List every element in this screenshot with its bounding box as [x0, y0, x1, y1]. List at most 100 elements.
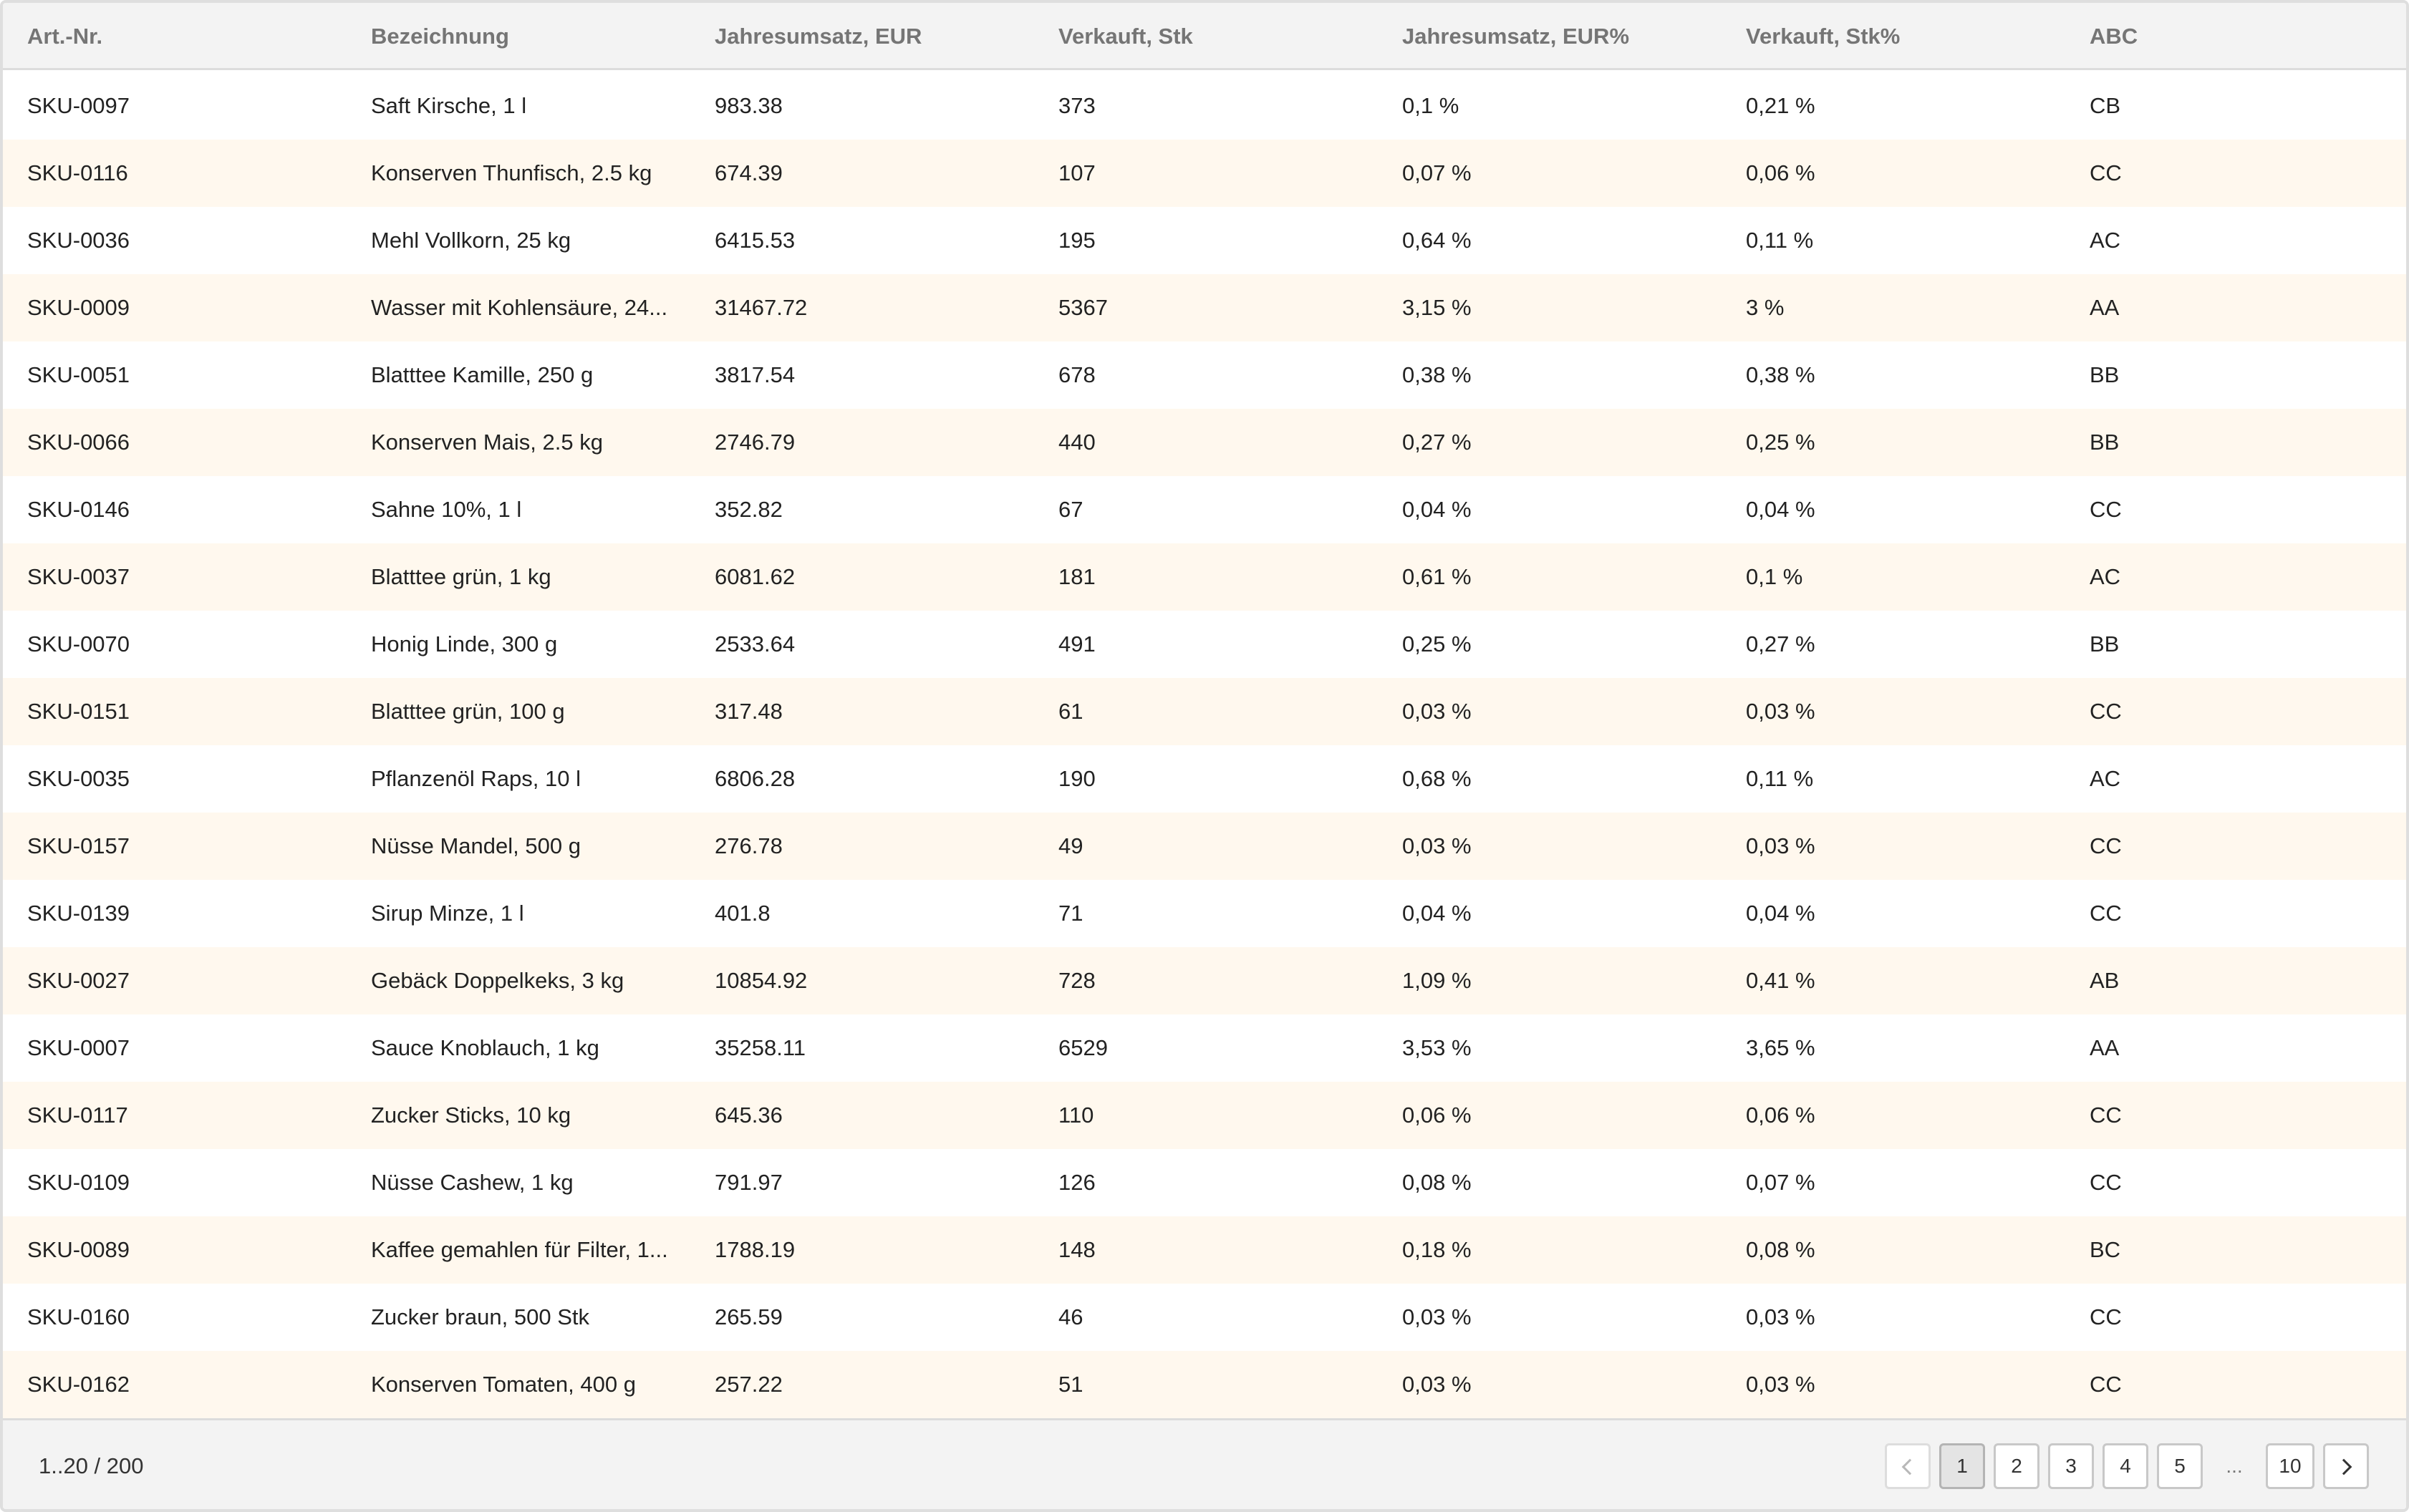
cell-verkauft-percent: 0,11 %: [1746, 228, 1814, 253]
table-row[interactable]: SKU-0089 Kaffee gemahlen für Filter, 1...…: [3, 1216, 2406, 1284]
cell-verkauft-percent: 0,41 %: [1746, 968, 1815, 993]
next-page-button[interactable]: [2323, 1443, 2369, 1489]
page-button-2[interactable]: 2: [1994, 1443, 2039, 1489]
table-body: SKU-0097 Saft Kirsche, 1 l 983.38 373 0,1 % 0…: [3, 72, 2406, 1418]
cell-verkauft: 181: [1058, 564, 1096, 589]
table-row[interactable]: SKU-0051 Blatttee Kamille, 250 g 3817.54 67…: [3, 341, 2406, 409]
cell-abc: AA: [2090, 1035, 2120, 1060]
cell-art-nr: SKU-0009: [27, 295, 130, 320]
table-row[interactable]: SKU-0117 Zucker Sticks, 10 kg 645.36 110 0,0…: [3, 1082, 2406, 1149]
table-row[interactable]: SKU-0146 Sahne 10%, 1 l 352.82 67 0,04 % 0,04…: [3, 476, 2406, 543]
cell-abc: CC: [2090, 497, 2122, 522]
cell-verkauft: 678: [1058, 362, 1096, 387]
cell-abc: AA: [2090, 295, 2120, 320]
cell-jahresumsatz: 265.59: [715, 1304, 783, 1329]
cell-jahresumsatz: 1788.19: [715, 1237, 796, 1262]
cell-abc: AC: [2090, 766, 2121, 791]
cell-verkauft: 51: [1058, 1372, 1083, 1397]
cell-jahresumsatz-percent: 0,27 %: [1402, 430, 1472, 455]
cell-abc: BB: [2090, 430, 2120, 455]
table-row[interactable]: SKU-0007 Sauce Knoblauch, 1 kg 35258.11 652…: [3, 1014, 2406, 1082]
cell-jahresumsatz: 2746.79: [715, 430, 796, 455]
table-row[interactable]: SKU-0035 Pflanzenöl Raps, 10 l 6806.28 190 0…: [3, 745, 2406, 813]
cell-jahresumsatz-percent: 0,64 %: [1402, 228, 1472, 253]
cell-bezeichnung: Mehl Vollkorn, 25 kg: [371, 228, 571, 253]
table-row[interactable]: SKU-0109 Nüsse Cashew, 1 kg 791.97 126 0,08 …: [3, 1149, 2406, 1216]
page-button-1[interactable]: 1: [1939, 1443, 1985, 1489]
cell-verkauft-percent: 0,25 %: [1746, 430, 1815, 455]
table-row[interactable]: SKU-0027 Gebäck Doppelkeks, 3 kg 10854.92 7…: [3, 947, 2406, 1014]
cell-bezeichnung: Zucker braun, 500 Stk: [371, 1304, 589, 1329]
cell-jahresumsatz: 6081.62: [715, 564, 796, 589]
table-row[interactable]: SKU-0116 Konserven Thunfisch, 2.5 kg 674.3…: [3, 140, 2406, 207]
page-button-5[interactable]: 5: [2157, 1443, 2203, 1489]
table-row[interactable]: SKU-0097 Saft Kirsche, 1 l 983.38 373 0,1 % 0…: [3, 72, 2406, 140]
cell-verkauft: 46: [1058, 1304, 1083, 1329]
cell-jahresumsatz: 983.38: [715, 93, 783, 118]
cell-bezeichnung: Sauce Knoblauch, 1 kg: [371, 1035, 599, 1060]
grid-footer: 1..20 / 200 1 2 3 4 5 ... 10: [3, 1418, 2406, 1509]
cell-abc: CC: [2090, 1372, 2122, 1397]
cell-jahresumsatz-percent: 0,07 %: [1402, 160, 1472, 185]
column-header-verkauft[interactable]: Verkauft, Stk: [1058, 24, 1193, 49]
table-row[interactable]: SKU-0009 Wasser mit Kohlensäure, 24... 314…: [3, 274, 2406, 341]
cell-bezeichnung: Kaffee gemahlen für Filter, 1...: [371, 1237, 668, 1262]
cell-art-nr: SKU-0037: [27, 564, 130, 589]
cell-art-nr: SKU-0097: [27, 93, 130, 118]
cell-bezeichnung: Blatttee grün, 1 kg: [371, 564, 551, 589]
cell-verkauft-percent: 0,03 %: [1746, 1304, 1815, 1329]
cell-verkauft: 195: [1058, 228, 1096, 253]
table-row[interactable]: SKU-0036 Mehl Vollkorn, 25 kg 6415.53 195 0,…: [3, 207, 2406, 274]
page-button-3[interactable]: 3: [2048, 1443, 2094, 1489]
column-header-jahresumsatz-percent[interactable]: Jahresumsatz, EUR%: [1402, 24, 1630, 49]
cell-bezeichnung: Konserven Thunfisch, 2.5 kg: [371, 160, 652, 185]
cell-jahresumsatz-percent: 0,25 %: [1402, 631, 1472, 656]
table-row[interactable]: SKU-0037 Blatttee grün, 1 kg 6081.62 181 0,6…: [3, 543, 2406, 611]
cell-abc: CB: [2090, 93, 2121, 118]
cell-bezeichnung: Wasser mit Kohlensäure, 24...: [371, 295, 668, 320]
page-button-10[interactable]: 10: [2266, 1443, 2314, 1489]
column-header-abc[interactable]: ABC: [2090, 24, 2138, 49]
cell-verkauft: 440: [1058, 430, 1096, 455]
column-header-bezeichnung[interactable]: Bezeichnung: [371, 24, 509, 49]
cell-jahresumsatz-percent: 3,15 %: [1402, 295, 1472, 320]
table-row[interactable]: SKU-0070 Honig Linde, 300 g 2533.64 491 0,25…: [3, 611, 2406, 678]
cell-verkauft: 5367: [1058, 295, 1108, 320]
cell-jahresumsatz: 3817.54: [715, 362, 796, 387]
cell-verkauft: 728: [1058, 968, 1096, 993]
pagination: 1 2 3 4 5 ... 10: [1876, 1443, 2369, 1489]
cell-verkauft-percent: 0,38 %: [1746, 362, 1815, 387]
page-button-4[interactable]: 4: [2103, 1443, 2148, 1489]
cell-art-nr: SKU-0089: [27, 1237, 130, 1262]
column-header-verkauft-percent[interactable]: Verkauft, Stk%: [1746, 24, 1901, 49]
cell-bezeichnung: Honig Linde, 300 g: [371, 631, 558, 656]
cell-verkauft: 110: [1058, 1102, 1094, 1128]
cell-art-nr: SKU-0139: [27, 901, 130, 926]
cell-abc: CC: [2090, 699, 2122, 724]
cell-bezeichnung: Nüsse Mandel, 500 g: [371, 833, 581, 858]
chevron-left-icon: [1901, 1458, 1918, 1475]
cell-jahresumsatz: 352.82: [715, 497, 783, 522]
column-header-jahresumsatz[interactable]: Jahresumsatz, EUR: [715, 24, 922, 49]
table-row[interactable]: SKU-0162 Konserven Tomaten, 400 g 257.22 51…: [3, 1351, 2406, 1418]
cell-abc: CC: [2090, 160, 2122, 185]
cell-bezeichnung: Saft Kirsche, 1 l: [371, 93, 527, 118]
table-row[interactable]: SKU-0151 Blatttee grün, 100 g 317.48 61 0,03…: [3, 678, 2406, 745]
table-row[interactable]: SKU-0139 Sirup Minze, 1 l 401.8 71 0,04 % 0,0…: [3, 880, 2406, 947]
cell-art-nr: SKU-0036: [27, 228, 130, 253]
cell-art-nr: SKU-0035: [27, 766, 130, 791]
table-row[interactable]: SKU-0157 Nüsse Mandel, 500 g 276.78 49 0,03 …: [3, 813, 2406, 880]
cell-verkauft: 190: [1058, 766, 1096, 791]
cell-verkauft-percent: 0,06 %: [1746, 160, 1815, 185]
cell-jahresumsatz: 2533.64: [715, 631, 796, 656]
cell-bezeichnung: Konserven Mais, 2.5 kg: [371, 430, 603, 455]
table-row[interactable]: SKU-0160 Zucker braun, 500 Stk 265.59 46 0,0…: [3, 1284, 2406, 1351]
cell-art-nr: SKU-0070: [27, 631, 130, 656]
cell-bezeichnung: Blatttee grün, 100 g: [371, 699, 565, 724]
cell-abc: BB: [2090, 362, 2120, 387]
cell-jahresumsatz-percent: 0,03 %: [1402, 699, 1472, 724]
column-header-art-nr[interactable]: Art.-Nr.: [27, 24, 103, 49]
prev-page-button[interactable]: [1885, 1443, 1931, 1489]
cell-bezeichnung: Pflanzenöl Raps, 10 l: [371, 766, 581, 791]
table-row[interactable]: SKU-0066 Konserven Mais, 2.5 kg 2746.79 440…: [3, 409, 2406, 476]
